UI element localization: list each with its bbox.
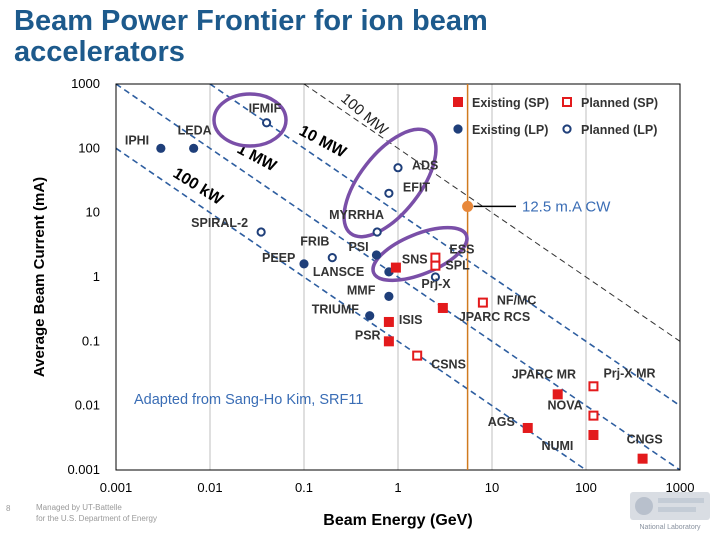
label-prj-x: Prj-X: [421, 277, 451, 291]
label-nova: NOVA: [547, 399, 582, 413]
point-peep: [299, 259, 309, 269]
point-ess: [430, 252, 441, 263]
legend-marker: [453, 97, 463, 107]
x-tick-label: 100: [575, 480, 597, 495]
point-ads: [393, 163, 403, 173]
point-psi: [371, 250, 382, 260]
plot-frame: [115, 83, 681, 471]
label-triumf: TRIUMF: [312, 303, 360, 317]
footer-managed-by: Managed by UT-Battelle: [36, 503, 122, 512]
x-tick-label: 0.1: [295, 480, 313, 495]
point-iphi: [156, 143, 166, 153]
label-jparc-rcs: JPARC RCS: [459, 310, 530, 324]
label-jparc-mr: JPARC MR: [512, 367, 576, 381]
power-line: [115, 83, 681, 471]
point-spiral-2: [256, 227, 266, 237]
label-csns: CSNS: [431, 358, 466, 372]
label-iphi: IPHI: [125, 133, 149, 147]
power-line-label: 100 MW: [337, 90, 391, 139]
label-cngs: CNGS: [627, 433, 663, 447]
label-peep: PEEP: [262, 251, 295, 265]
power-line: [303, 83, 681, 342]
y-tick-label: 0.01: [75, 398, 100, 413]
legend-label: Existing (LP): [472, 123, 548, 137]
x-tick-label: 1000: [666, 480, 695, 495]
point-sns: [390, 262, 401, 273]
label-frib: FRIB: [300, 235, 329, 249]
legend-marker: [562, 124, 572, 134]
legend-label: Existing (SP): [472, 96, 549, 110]
power-line: [209, 83, 681, 407]
footer-doe: for the U.S. Department of Energy: [36, 514, 157, 523]
y-axis-label: Average Beam Current (mA): [31, 177, 48, 377]
label-psr: PSR: [355, 328, 381, 342]
y-tick-label: 1000: [71, 76, 100, 91]
legend-marker: [562, 97, 572, 107]
point-numi: [588, 429, 599, 440]
point-cngs: [637, 453, 648, 464]
power-line-label: 100 kW: [170, 165, 227, 209]
slide-title: Beam Power Frontier for ion beam acceler…: [14, 5, 488, 68]
label-nf-mc: NF/MC: [497, 294, 537, 308]
y-tick-label: 0.001: [67, 462, 100, 477]
point-myrrha: [372, 227, 382, 237]
label-psi: PSI: [348, 240, 368, 254]
label-spl: SPL: [445, 259, 470, 273]
point-jparc-rcs: [437, 302, 448, 313]
label-ads: ADS: [412, 159, 438, 173]
y-tick-label: 0.1: [82, 333, 100, 348]
point-triumf: [365, 311, 375, 321]
label-sns: SNS: [402, 253, 428, 267]
x-tick-label: 0.01: [197, 480, 222, 495]
label-numi: NUMI: [541, 439, 573, 453]
footer-page-number: 8: [6, 504, 11, 513]
label-efit: EFIT: [403, 180, 430, 194]
point-prj-x: [430, 272, 441, 282]
legend-marker: [453, 124, 463, 134]
cw-annotation: 12.5 m.A CW: [522, 198, 611, 215]
point-efit: [384, 188, 394, 198]
highlight-ellipse: [342, 127, 438, 239]
point-csns: [412, 350, 423, 361]
highlight-ellipse: [371, 225, 469, 283]
label-leda: LEDA: [178, 123, 212, 137]
power-line: [115, 147, 587, 471]
label-myrrha: MYRRHA: [329, 208, 384, 222]
cw-highlight-point: [462, 200, 474, 212]
point-nf-mc: [477, 297, 488, 308]
point-leda: [189, 143, 199, 153]
label-spiral-2: SPIRAL-2: [191, 216, 248, 230]
citation-text: Adapted from Sang-Ho Kim, SRF11: [134, 392, 363, 408]
point-jparc-mr: [552, 389, 563, 400]
point-psr: [383, 336, 394, 347]
logo-caption: National Laboratory: [639, 524, 701, 531]
legend-label: Planned (SP): [581, 96, 658, 110]
point-ifmif: [261, 118, 272, 128]
x-tick-label: 0.001: [100, 480, 133, 495]
point-nova: [588, 410, 599, 421]
y-tick-label: 1: [93, 269, 100, 284]
label-ess: ESS: [449, 243, 474, 257]
legend-label: Planned (LP): [581, 123, 657, 137]
point-isis: [383, 316, 394, 327]
label-ifmif: IFMIF: [249, 102, 282, 116]
x-tick-label: 1: [394, 480, 401, 495]
point-spl: [430, 260, 441, 271]
label-lansce: LANSCE: [313, 265, 364, 279]
x-tick-label: 10: [485, 480, 499, 495]
highlight-ellipse: [212, 92, 288, 148]
point-prj-x-mr: [588, 381, 599, 392]
label-isis: ISIS: [399, 313, 423, 327]
label-ags: AGS: [488, 415, 515, 429]
y-tick-label: 10: [86, 205, 100, 220]
point-frib: [327, 253, 337, 263]
label-mmf: MMF: [347, 283, 376, 297]
lab-logo: National Laboratory: [630, 492, 710, 531]
x-axis-label: Beam Energy (GeV): [323, 512, 472, 529]
point-mmf: [384, 291, 394, 301]
point-ags: [522, 422, 533, 433]
y-tick-label: 100: [78, 140, 100, 155]
label-prj-x-mr: Prj-X MR: [603, 366, 655, 380]
